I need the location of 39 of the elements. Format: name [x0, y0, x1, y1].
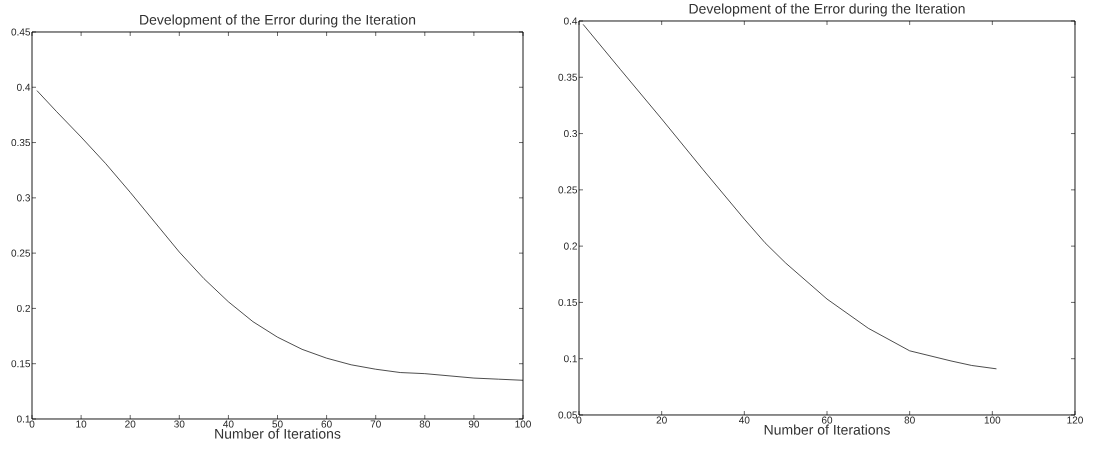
- y-tick-label: 0.45: [11, 28, 31, 36]
- y-tick-label: 0.3: [563, 130, 578, 138]
- y-tick-label: 0.4: [16, 83, 31, 91]
- x-tick-label: 120: [1067, 416, 1083, 424]
- x-tick-label: 20: [656, 416, 667, 424]
- x-tick-label: 70: [370, 420, 381, 428]
- x-tick-label: 30: [174, 420, 185, 428]
- x-axis-title: Number of Iterations: [215, 428, 341, 439]
- y-tick-label: 0.25: [558, 186, 578, 194]
- x-tick-label: 20: [125, 420, 136, 428]
- x-tick-label: 50: [272, 420, 283, 428]
- x-tick-label: 40: [223, 420, 234, 428]
- x-tick-label: 100: [515, 420, 531, 428]
- x-tick-label: 10: [76, 420, 87, 428]
- y-tick-label: 0.2: [16, 304, 30, 312]
- y-tick-label: 0.35: [558, 73, 578, 81]
- y-tick-label: 0.05: [558, 411, 578, 419]
- x-tick-label: 0: [576, 416, 582, 424]
- x-tick-label: 100: [984, 416, 1001, 424]
- y-tick-label: 0.15: [558, 298, 578, 306]
- y-tick-label: 0.2: [563, 242, 577, 250]
- x-tick-label: 40: [739, 416, 750, 424]
- x-tick-label: 80: [419, 420, 430, 428]
- y-tick-label: 0.1: [16, 415, 30, 423]
- x-tick-label: 80: [904, 416, 915, 424]
- y-tick-label: 0.15: [11, 360, 31, 368]
- chart-title: Development of the Error during the Iteration: [689, 3, 965, 17]
- x-tick-label: 60: [821, 416, 833, 424]
- y-tick-label: 0.25: [11, 249, 31, 257]
- x-tick-label: 90: [468, 420, 480, 428]
- y-tick-label: 0.35: [11, 139, 31, 147]
- chart-title: Development of the Error during the Iteration: [140, 14, 416, 28]
- y-tick-label: 0.4: [563, 17, 578, 25]
- y-tick-label: 0.3: [16, 194, 31, 202]
- x-axis-title: Number of Iterations: [764, 424, 890, 435]
- x-tick-label: 60: [321, 420, 332, 428]
- y-tick-label: 0.1: [563, 355, 577, 363]
- x-tick-label: 0: [29, 420, 35, 428]
- line-series: [582, 24, 997, 370]
